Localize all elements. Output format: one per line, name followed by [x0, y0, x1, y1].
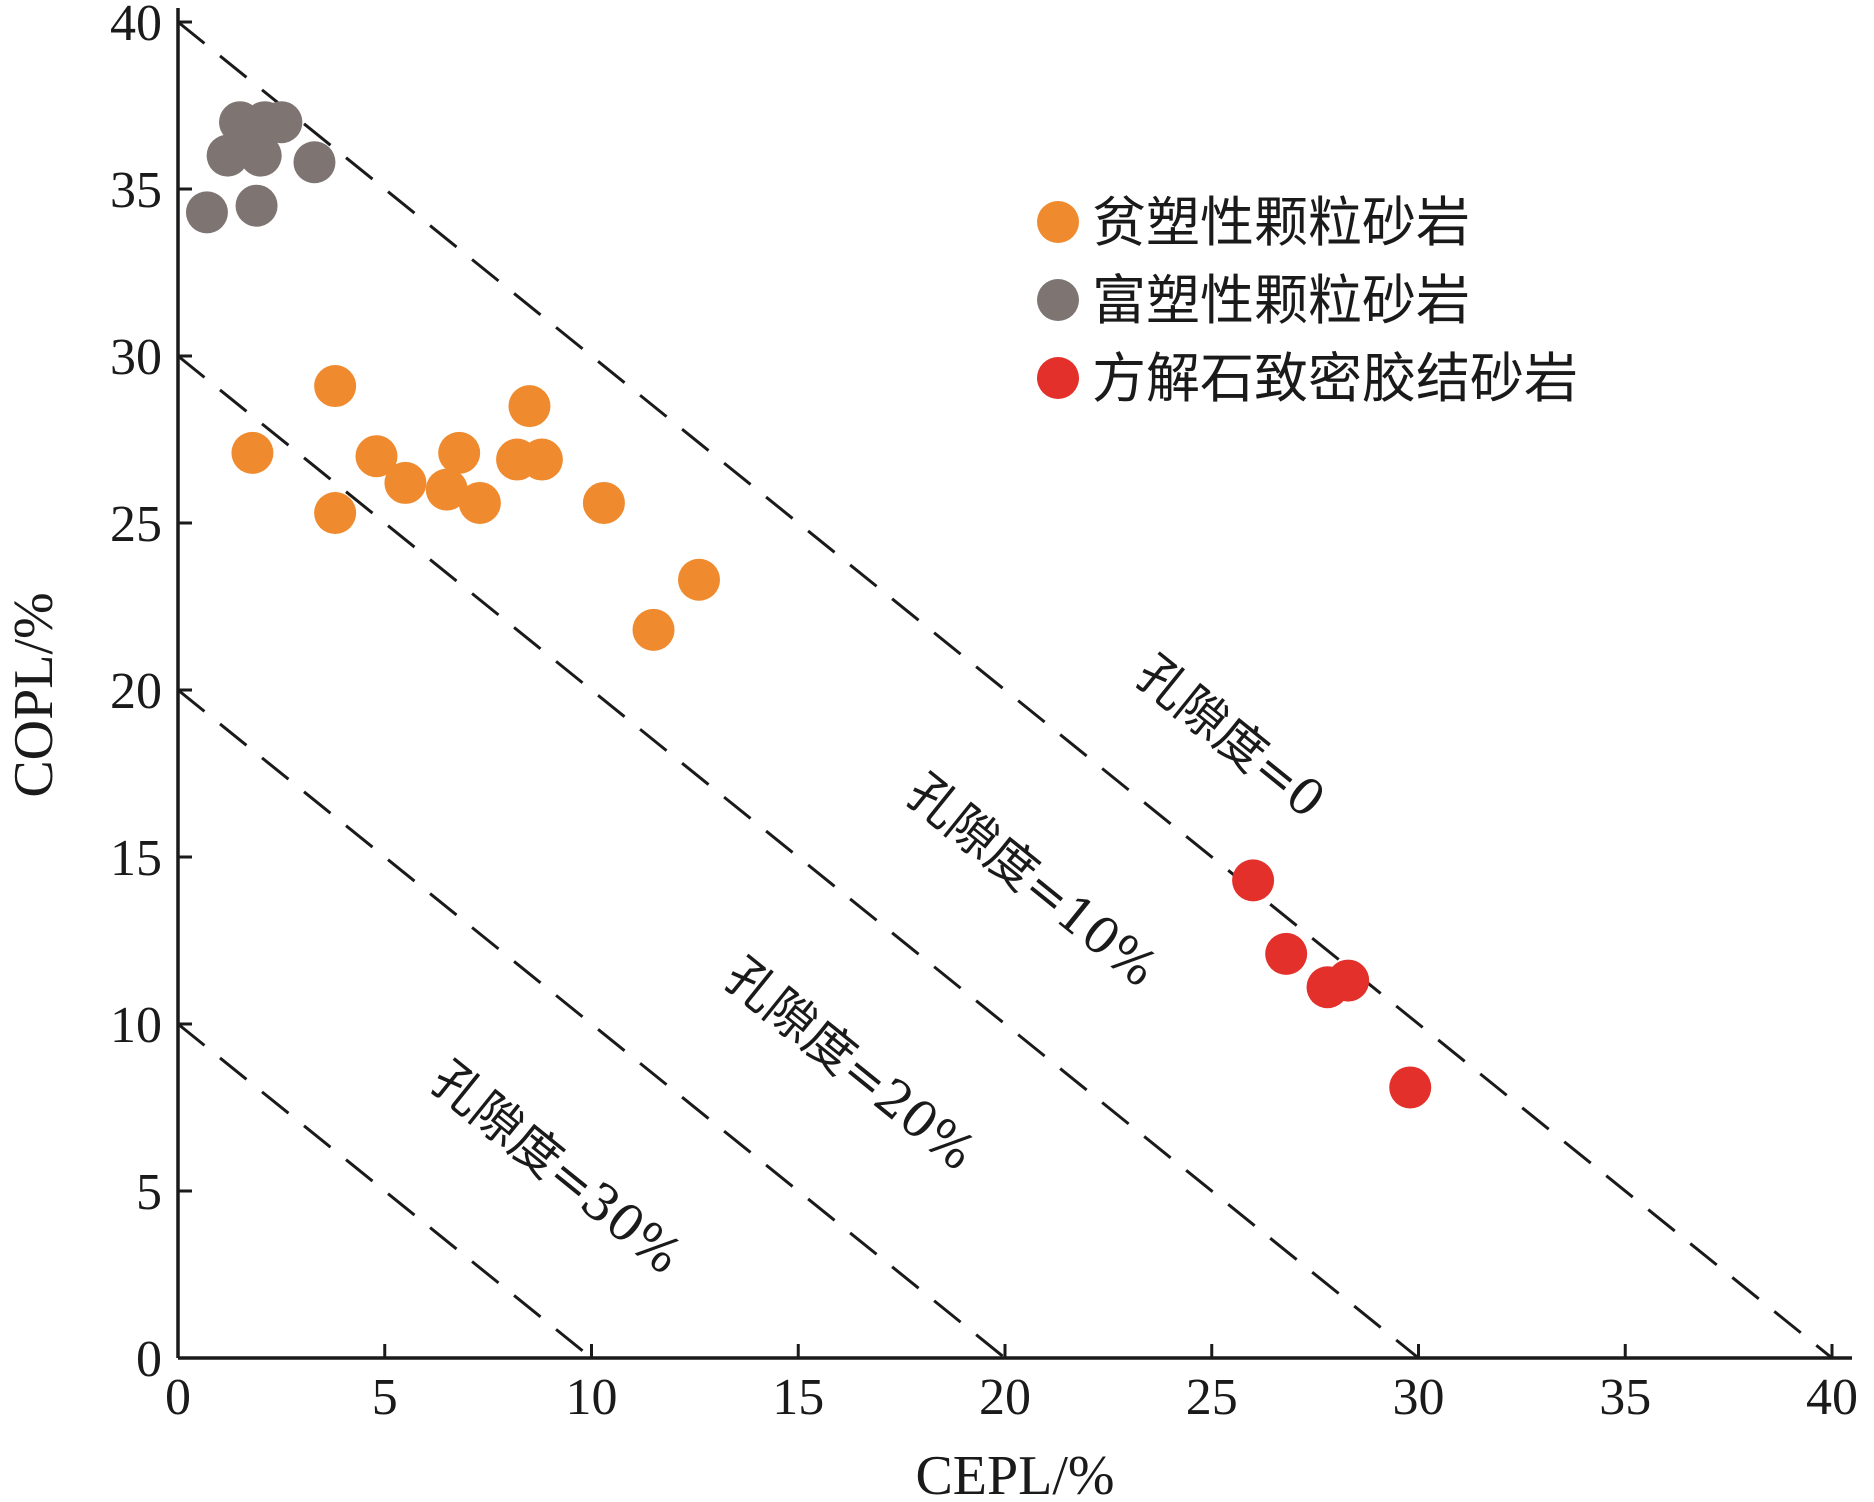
data-point [508, 385, 551, 428]
data-point [1389, 1066, 1432, 1109]
x-axis-title: CEPL/% [915, 1445, 1114, 1502]
legend-marker [1037, 279, 1079, 321]
data-point [1265, 932, 1308, 975]
y-tick-label: 25 [110, 496, 162, 553]
data-point [582, 481, 625, 524]
y-tick-label: 35 [110, 162, 162, 219]
legend-marker [1037, 201, 1079, 243]
data-points [185, 101, 1432, 1109]
data-point [520, 438, 563, 481]
x-tick-label: 10 [566, 1369, 618, 1426]
data-point [314, 365, 357, 408]
x-tick-label: 30 [1393, 1369, 1445, 1426]
x-tick-label: 40 [1806, 1369, 1858, 1426]
y-tick-label: 20 [110, 663, 162, 720]
axes [176, 8, 1852, 1360]
x-tick-label: 15 [772, 1369, 824, 1426]
legend-label: 贫塑性颗粒砂岩 [1092, 191, 1470, 254]
y-tick-label: 0 [136, 1331, 162, 1388]
porosity-line [177, 354, 1420, 1360]
y-tick-label: 10 [110, 997, 162, 1054]
data-point [260, 101, 303, 144]
data-point [678, 558, 721, 601]
y-axis-title: COPL/% [3, 592, 65, 797]
legend-marker [1037, 357, 1079, 399]
data-point [632, 608, 675, 651]
data-point [185, 191, 228, 234]
x-tick-label: 0 [165, 1369, 191, 1426]
y-tick-label: 40 [110, 0, 162, 52]
porosity-line [177, 688, 1006, 1360]
data-point [231, 431, 274, 474]
data-point [1232, 859, 1275, 902]
y-tick-label: 5 [136, 1164, 162, 1221]
data-point [1327, 959, 1370, 1002]
data-point [425, 468, 468, 511]
data-point [235, 184, 278, 227]
x-tick-label: 35 [1599, 1369, 1651, 1426]
legend-label: 富塑性颗粒砂岩 [1092, 269, 1470, 332]
data-point [355, 435, 398, 478]
porosity-line-label: 孔隙度=10% [896, 763, 1168, 999]
porosity-line [177, 20, 1833, 1360]
data-point [458, 481, 501, 524]
data-point [293, 141, 336, 184]
porosity-line-label: 孔隙度=20% [714, 946, 986, 1182]
porosity-line-label: 孔隙度=0 [1125, 644, 1335, 830]
x-tick-label: 5 [372, 1369, 398, 1426]
y-tick-label: 15 [110, 830, 162, 887]
data-point [239, 134, 282, 177]
data-point [314, 491, 357, 534]
x-tick-label: 25 [1186, 1369, 1238, 1426]
axis-ticks: 0 5 10 15 20 25 30 35 40 0 5 10 15 20 25 30 35 40 [110, 0, 1858, 1426]
y-tick-label: 30 [110, 329, 162, 386]
data-point [438, 431, 481, 474]
data-point [384, 461, 427, 504]
porosity-line-label: 孔隙度=30% [421, 1050, 693, 1286]
x-tick-label: 20 [979, 1369, 1031, 1426]
legend-label: 方解石致密胶结砂岩 [1092, 347, 1578, 410]
porosity-line [177, 1022, 593, 1360]
